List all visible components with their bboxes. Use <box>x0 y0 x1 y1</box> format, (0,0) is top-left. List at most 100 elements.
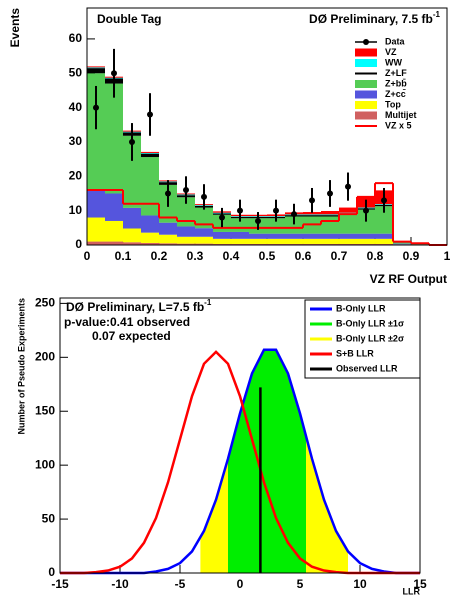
stack-segment <box>123 228 141 243</box>
stack-segment <box>213 238 231 244</box>
stack-segment <box>267 243 285 245</box>
stack-segment <box>267 233 285 239</box>
legend-label: Multijet <box>385 110 417 120</box>
stack-segment <box>303 243 321 245</box>
legend-swatch <box>355 80 377 88</box>
y-tick-label: 250 <box>35 296 55 310</box>
data-point <box>345 183 351 190</box>
plot-frame <box>59 297 421 574</box>
band-area <box>228 349 306 573</box>
x-tick-label: -10 <box>111 577 129 591</box>
legend-swatch <box>355 111 377 120</box>
stack-segment <box>195 207 213 229</box>
legend-label: B-Only LLR ±1σ <box>336 318 404 328</box>
stack-segment <box>321 243 339 245</box>
data-point <box>111 70 117 77</box>
stack-segment <box>357 238 375 244</box>
chart-title: Double Tag <box>97 12 161 26</box>
stack-segment <box>321 233 339 239</box>
stack-segment <box>195 243 213 245</box>
stack-segment <box>249 238 267 244</box>
x-tick-label: 0 <box>84 249 91 263</box>
legend-label: WW <box>385 57 402 67</box>
x-axis-label: VZ RF Output <box>370 272 447 286</box>
y-tick-label: 100 <box>35 457 55 471</box>
title-sup: -1 <box>204 298 212 307</box>
stack-segment <box>195 228 213 237</box>
stack-segment <box>285 238 303 244</box>
stack-segment <box>339 238 357 244</box>
y-tick-label: 40 <box>69 100 83 114</box>
stack-segment <box>285 216 303 234</box>
stack-segment <box>321 216 339 234</box>
stack-segment <box>123 135 141 208</box>
stack-segment <box>303 215 321 217</box>
stack-segment <box>231 238 249 244</box>
stack-segment <box>393 243 411 245</box>
stack-segment <box>87 67 105 69</box>
legend-swatch <box>355 101 377 109</box>
y-tick-label: 60 <box>69 31 83 45</box>
title-text: DØ Preliminary, L=7.5 fb <box>66 300 204 314</box>
x-tick-label: 0 <box>237 577 244 591</box>
title: DØ Preliminary, L=7.5 fb-1 <box>66 298 212 314</box>
stack-segment <box>339 214 357 234</box>
data-point <box>309 197 315 204</box>
stack-segment <box>231 231 249 239</box>
legend-swatch <box>355 48 377 57</box>
stack-segment <box>339 207 357 213</box>
stack-segment <box>87 66 105 68</box>
plot-frame <box>86 7 448 246</box>
x-tick-label: 15 <box>413 577 427 591</box>
stack-segment <box>123 242 141 245</box>
stack-segment <box>141 153 159 158</box>
x-tick-label: -5 <box>175 577 186 591</box>
stack-segment <box>159 243 177 245</box>
stack-segment <box>339 243 357 245</box>
stack-segment <box>303 214 321 216</box>
y-axis-label: Events <box>8 8 22 48</box>
stack-segment <box>87 190 105 218</box>
stack-segment <box>249 243 267 245</box>
y-tick-label: 0 <box>48 565 55 579</box>
data-point <box>219 214 225 221</box>
title-text: DØ Preliminary, 7.5 fb <box>309 12 433 26</box>
stack-segment <box>267 238 285 244</box>
stack-segment <box>177 243 195 245</box>
stack-segment <box>141 152 159 154</box>
stack-segment <box>285 243 303 245</box>
x-tick-label: 0.7 <box>331 249 348 263</box>
y-tick-label: 50 <box>42 511 56 525</box>
stack-segment <box>141 157 159 216</box>
stack-segment <box>105 83 123 194</box>
legend-label: Z+LF <box>385 68 407 78</box>
x-tick-label: -15 <box>51 577 69 591</box>
data-point <box>165 190 171 197</box>
x-tick-label: 0.4 <box>223 249 240 263</box>
stack-segment <box>339 212 357 214</box>
stack-segment <box>375 243 393 245</box>
data-point <box>381 197 387 204</box>
x-tick-label: 0.3 <box>187 249 204 263</box>
data-point <box>147 111 153 118</box>
stack-segment <box>195 236 213 244</box>
stack-segment <box>303 238 321 244</box>
y-tick-label: 50 <box>69 65 83 79</box>
stack-segment <box>213 243 231 245</box>
stack-segment <box>87 217 105 242</box>
stack-segment <box>321 210 339 215</box>
x-tick-label: 0.9 <box>403 249 420 263</box>
x-tick-label: 10 <box>353 577 367 591</box>
legend-label: S+B LLR <box>336 348 374 358</box>
stack-segment <box>357 233 375 239</box>
y-tick-label: 10 <box>69 203 83 217</box>
legend-label: Z+bb̄ <box>385 78 407 88</box>
title: DØ Preliminary, 7.5 fb-1 <box>309 10 440 26</box>
data-point <box>273 207 279 214</box>
data-point <box>255 217 261 224</box>
stack-segment <box>105 220 123 242</box>
data-point <box>183 187 189 194</box>
y-axis-label: Number of Pseudo Experiments <box>16 298 26 435</box>
data-point <box>363 207 369 214</box>
legend-label: Z+cc̄ <box>385 89 406 99</box>
